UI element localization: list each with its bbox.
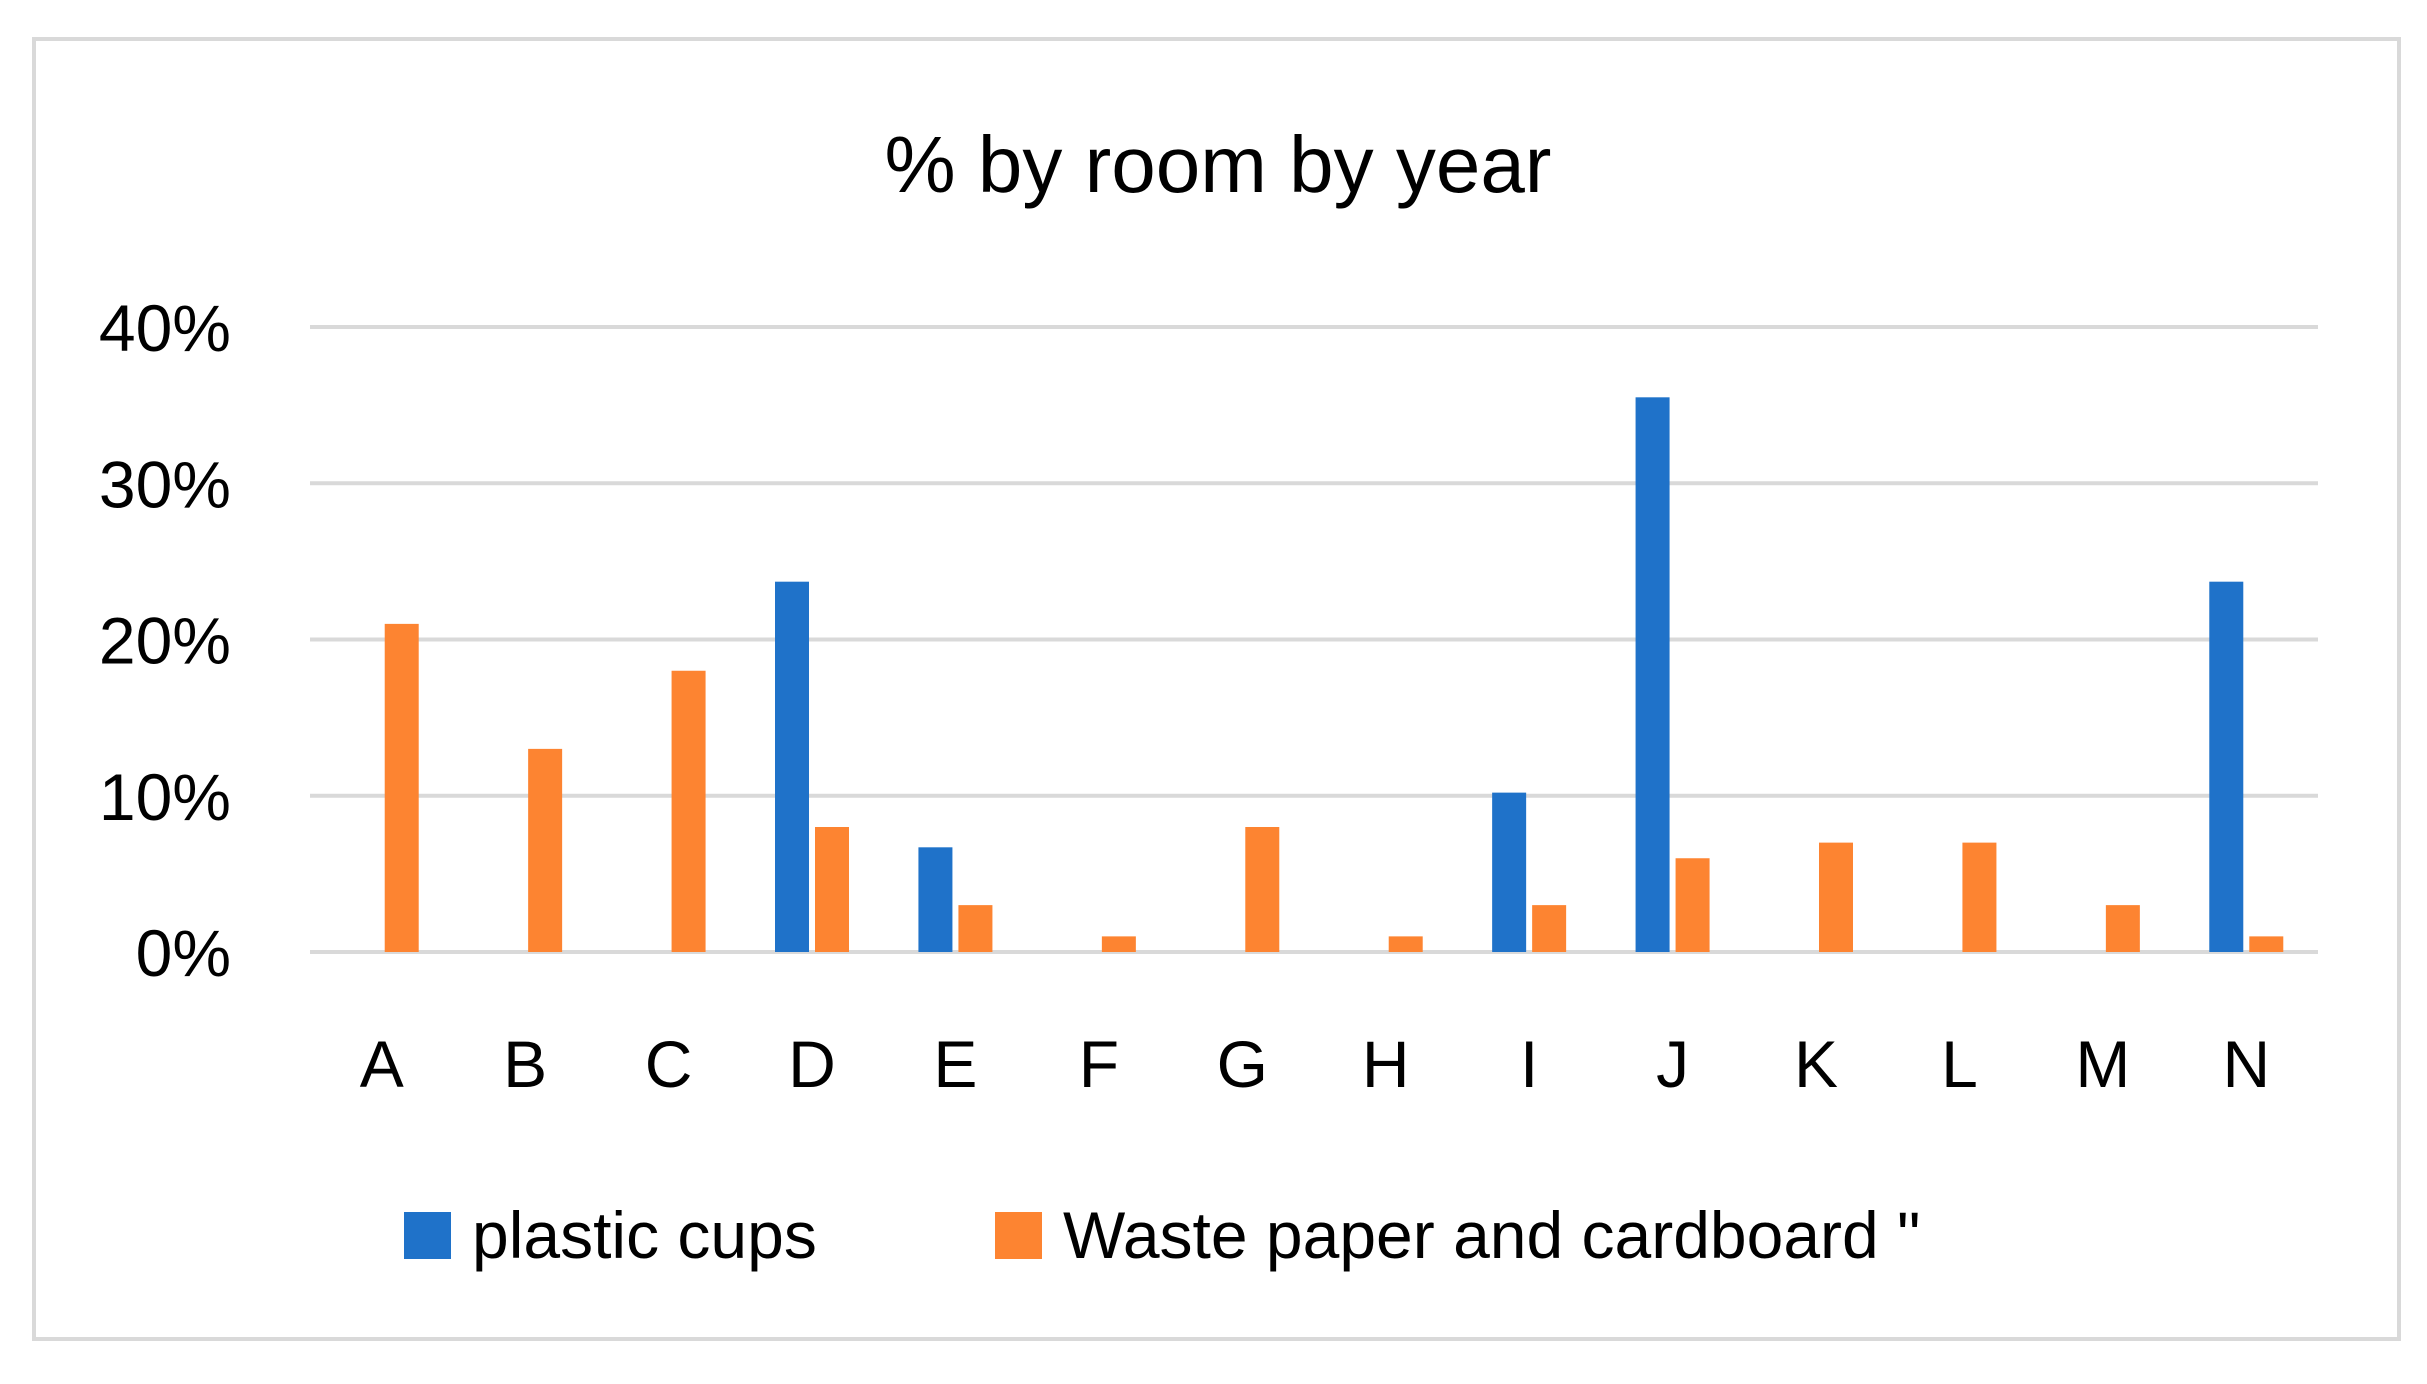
- bar-plastic-cups-J: [1635, 397, 1670, 952]
- bar-plastic-cups-D: [775, 581, 809, 952]
- y-tick-label: 30%: [99, 447, 231, 521]
- y-tick-label: 10%: [99, 760, 231, 834]
- bar-waste-paper-J: [1675, 858, 1710, 952]
- bars: [384, 397, 2284, 952]
- legend-label: Waste paper and cardboard ": [1063, 1198, 1920, 1272]
- y-tick-label: 20%: [99, 604, 231, 678]
- x-tick-label: I: [1520, 1027, 1538, 1101]
- bar-waste-paper-C: [671, 670, 706, 952]
- bar-plastic-cups-E: [918, 847, 953, 952]
- chart-frame: [32, 37, 2401, 1341]
- legend-swatch: [995, 1212, 1042, 1259]
- y-axis-ticks: 0% 10% 20% 30% 40%: [99, 291, 231, 990]
- x-tick-label: K: [1794, 1027, 1838, 1101]
- bar-waste-paper-M: [2105, 905, 2140, 952]
- y-tick-label: 0%: [136, 916, 231, 990]
- x-tick-label: M: [2075, 1027, 2130, 1101]
- bar-waste-paper-N: [2249, 936, 2284, 952]
- x-tick-label: B: [503, 1027, 547, 1101]
- x-tick-label: C: [645, 1027, 693, 1101]
- bar-waste-paper-B: [528, 748, 563, 952]
- bar-waste-paper-H: [1388, 936, 1423, 952]
- bar-plastic-cups-I: [1492, 792, 1527, 952]
- x-tick-label: H: [1362, 1027, 1410, 1101]
- x-axis-ticks: A B C D E F G H I J K L M N: [360, 1027, 2270, 1101]
- bar-plastic-cups-N: [2209, 581, 2244, 952]
- x-tick-label: J: [1656, 1027, 1689, 1101]
- x-tick-label: G: [1217, 1027, 1268, 1101]
- x-tick-label: E: [933, 1027, 977, 1101]
- chart-title: % by room by year: [885, 120, 1552, 209]
- bar-waste-paper-D: [815, 827, 849, 952]
- y-tick-label: 40%: [99, 291, 231, 365]
- x-tick-label: A: [360, 1027, 404, 1101]
- x-tick-label: D: [788, 1027, 836, 1101]
- bar-waste-paper-I: [1532, 905, 1567, 952]
- bar-waste-paper-A: [384, 623, 419, 952]
- x-tick-label: F: [1079, 1027, 1119, 1101]
- x-tick-label: L: [1941, 1027, 1978, 1101]
- legend-swatch: [404, 1212, 451, 1259]
- bar-waste-paper-G: [1245, 827, 1280, 952]
- gridlines: [310, 325, 2318, 954]
- legend-label: plastic cups: [472, 1198, 817, 1272]
- legend: plastic cups Waste paper and cardboard ": [404, 1198, 1920, 1272]
- bar-waste-paper-E: [958, 905, 993, 952]
- bar-waste-paper-F: [1101, 936, 1136, 952]
- bar-waste-paper-K: [1819, 842, 1853, 952]
- bar-waste-paper-L: [1962, 842, 1997, 952]
- x-tick-label: N: [2222, 1027, 2270, 1101]
